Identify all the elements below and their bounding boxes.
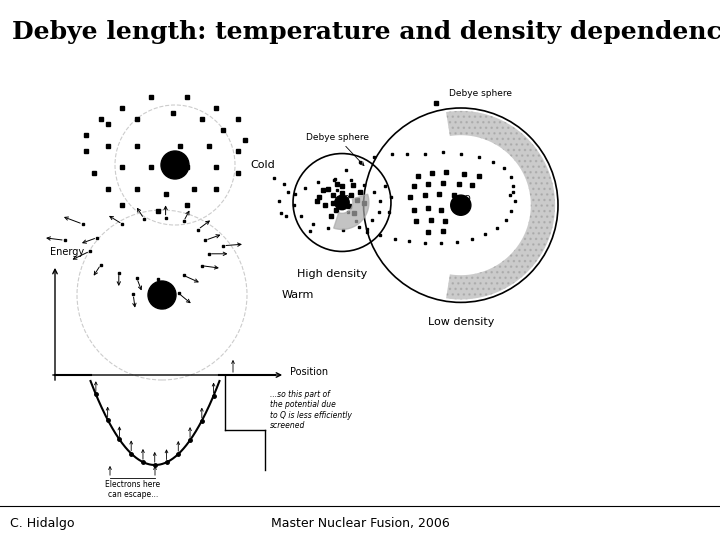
Text: Debye sphere: Debye sphere — [449, 89, 513, 98]
Text: C. Hidalgo: C. Hidalgo — [10, 516, 74, 530]
Text: Warm: Warm — [282, 290, 315, 300]
Text: Debye sphere: Debye sphere — [305, 132, 369, 166]
Polygon shape — [333, 194, 369, 230]
Text: Electrons here
can escape...: Electrons here can escape... — [105, 480, 161, 500]
Text: ...so this part of
the potential due
to Q is less efficiently
screened: ...so this part of the potential due to … — [270, 390, 352, 430]
Text: High density: High density — [297, 269, 367, 280]
Circle shape — [335, 195, 349, 210]
Circle shape — [451, 195, 471, 215]
Text: Cold: Cold — [250, 160, 275, 170]
Text: Position: Position — [290, 367, 328, 377]
Text: Q: Q — [343, 195, 349, 204]
Text: Debye length: temperature and density dependence: Debye length: temperature and density de… — [12, 20, 720, 44]
Polygon shape — [446, 111, 555, 300]
Text: Energy: Energy — [50, 247, 84, 257]
Text: Master Nuclear Fusion, 2006: Master Nuclear Fusion, 2006 — [271, 516, 449, 530]
Text: Low density: Low density — [428, 318, 494, 327]
Circle shape — [161, 151, 189, 179]
Text: Q: Q — [463, 195, 471, 205]
Circle shape — [148, 281, 176, 309]
